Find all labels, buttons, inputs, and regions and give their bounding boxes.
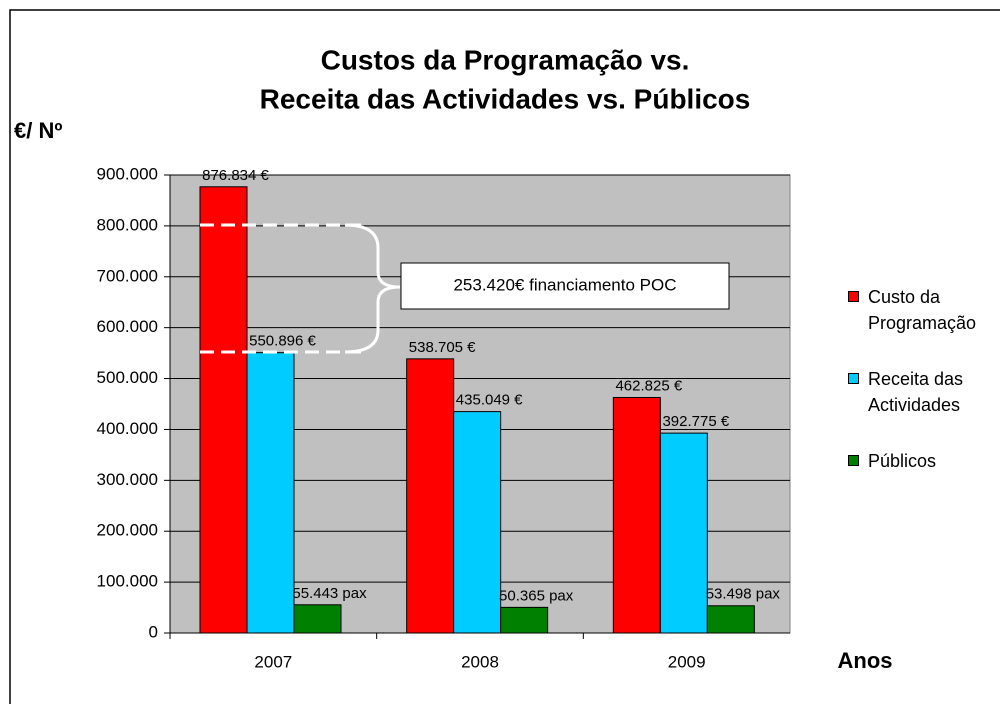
x-tick-label: 2008 (461, 652, 499, 671)
bar (706, 605, 755, 634)
data-label: 50.365 pax (499, 587, 574, 604)
legend-label: Custo da Programação (868, 287, 977, 333)
legend-swatch (848, 455, 859, 466)
y-tick-label: 800.000 (97, 215, 158, 234)
bar (246, 352, 295, 634)
y-tick-label: 100.000 (97, 572, 158, 591)
annotation-box (400, 262, 730, 310)
y-tick-label: 400.000 (97, 419, 158, 438)
bar (293, 604, 342, 634)
y-tick-label: 900.000 (97, 164, 158, 183)
bar (612, 396, 661, 634)
chart-title: Custos da Programação vs. (321, 44, 690, 75)
x-axis-label: Anos (838, 648, 893, 673)
data-label: 538.705 € (409, 339, 476, 356)
bar (199, 186, 248, 634)
legend-item: Públicos (848, 448, 998, 474)
y-tick-label: 500.000 (97, 368, 158, 387)
y-tick-label: 200.000 (97, 521, 158, 540)
brace (344, 223, 401, 354)
legend: Custo da Programação Receita das Activida… (848, 284, 998, 504)
data-label: 462.825 € (615, 377, 682, 394)
legend-label: Receita das Actividades (868, 369, 964, 415)
x-tick-label: 2009 (668, 652, 706, 671)
x-tick-label: 2007 (254, 652, 292, 671)
data-label: 392.775 € (662, 413, 729, 430)
bar (453, 411, 502, 634)
data-label: 550.896 € (249, 333, 316, 350)
y-tick-label: 300.000 (97, 470, 158, 489)
legend-item: Receita das Actividades (848, 366, 998, 418)
data-label: 435.049 € (456, 392, 523, 409)
y-axis-label: €/ Nº (14, 118, 62, 143)
legend-swatch (848, 373, 859, 384)
chart-title: Receita das Actividades vs. Públicos (260, 83, 751, 114)
bar (659, 432, 708, 634)
legend-label: Públicos (868, 451, 937, 471)
y-tick-label: 600.000 (97, 317, 158, 336)
legend-swatch (848, 291, 859, 302)
bar (500, 606, 549, 634)
bar (406, 358, 455, 634)
data-label: 876.834 € (202, 167, 269, 184)
annotation: 253.420€ financiamento POC (453, 275, 676, 294)
data-label: 53.498 pax (706, 586, 781, 603)
y-tick-label: 0 (149, 622, 158, 641)
legend-item: Custo da Programação (848, 284, 998, 336)
data-label: 55.443 pax (292, 585, 367, 602)
y-tick-label: 700.000 (97, 266, 158, 285)
